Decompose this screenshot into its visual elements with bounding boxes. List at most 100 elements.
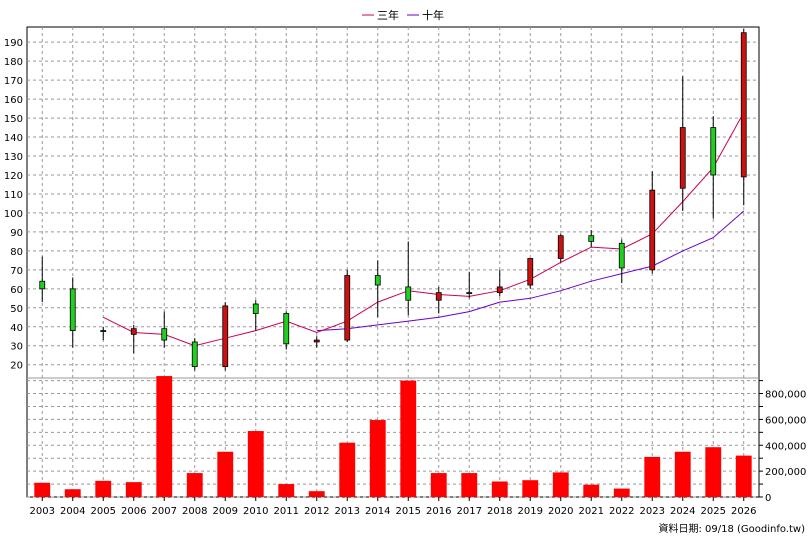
volume-bar <box>400 380 417 497</box>
year-tick-label: 2020 <box>548 506 573 517</box>
year-tick-label: 2003 <box>30 506 55 517</box>
price-tick-label: 80 <box>10 247 23 258</box>
year-tick-label: 2016 <box>426 506 451 517</box>
candle-body <box>374 275 381 286</box>
source-note: 資料日期: 09/18 (Goodinfo.tw) <box>658 522 805 535</box>
year-tick-label: 2008 <box>182 506 207 517</box>
volume-bar <box>34 482 51 497</box>
price-tick-label: 90 <box>10 228 23 239</box>
volume-bar <box>339 442 356 497</box>
plot-area: 20 30 40 50 60 70 80 90 100 110 120 130 140 150 160 170… <box>4 26 806 517</box>
year-tick-label: 2005 <box>91 506 116 517</box>
volume-bar <box>613 488 630 497</box>
price-tick-label: 50 <box>10 304 23 315</box>
candle-body <box>252 303 259 314</box>
volume-bar <box>247 431 264 497</box>
year-tick-label: 2006 <box>121 506 146 517</box>
year-tick-label: 2015 <box>396 506 421 517</box>
year-tick-label: 2024 <box>670 506 695 517</box>
volume-bar <box>735 455 752 497</box>
volume-bar <box>95 480 112 497</box>
year-tick-label: 2004 <box>60 506 85 517</box>
legend-ma10-label: 十年 <box>422 8 444 22</box>
ma3-line <box>103 112 745 347</box>
volume-tick-label: 800,000 <box>765 390 806 401</box>
price-tick-label: 140 <box>4 133 23 144</box>
year-tick-label: 2012 <box>304 506 329 517</box>
price-tick-label: 20 <box>10 361 23 372</box>
price-tick-label: 60 <box>10 285 23 296</box>
volume-bar <box>186 473 203 497</box>
candle-body <box>649 189 656 271</box>
volume-bar <box>64 489 81 497</box>
candle-body <box>39 280 46 290</box>
candle-body <box>679 127 686 189</box>
volume-tick-label: 600,000 <box>765 415 806 426</box>
year-tick-label: 2013 <box>335 506 360 517</box>
price-tick-label: 170 <box>4 76 23 87</box>
year-tick-label: 2019 <box>518 506 543 517</box>
candle-body <box>130 328 137 335</box>
price-tick-label: 100 <box>4 209 23 220</box>
candle-body <box>191 341 198 368</box>
price-tick-label: 110 <box>4 190 23 201</box>
price-tick-label: 190 <box>4 38 23 49</box>
volume-bar <box>156 376 173 497</box>
volume-tick-label: 200,000 <box>765 467 806 478</box>
year-tick-label: 2009 <box>213 506 238 517</box>
plot-frame <box>26 26 760 498</box>
volume-bar <box>705 447 722 497</box>
candle-body <box>710 127 717 176</box>
price-tick-label: 30 <box>10 342 23 353</box>
year-tick-label: 2021 <box>579 506 604 517</box>
candle-body <box>405 286 412 301</box>
chart-legend: 三年 十年 <box>362 8 444 22</box>
candle-body <box>344 275 351 341</box>
volume-bar <box>308 491 325 497</box>
candle-body <box>527 258 534 286</box>
volume-bar <box>125 482 142 497</box>
candle-body <box>557 235 564 259</box>
legend-ma3-label: 三年 <box>377 8 399 22</box>
ma10-line <box>316 210 745 332</box>
volume-bar <box>217 451 234 497</box>
year-tick-label: 2007 <box>152 506 177 517</box>
volume-bar <box>522 480 539 497</box>
candle-body <box>740 32 747 178</box>
volume-bar <box>461 473 478 497</box>
year-tick-label: 2025 <box>701 506 726 517</box>
candle-body <box>69 288 76 331</box>
candle-body <box>466 292 473 295</box>
volume-bar <box>583 484 600 497</box>
volume-bar <box>644 456 661 497</box>
price-tick-label: 120 <box>4 171 23 182</box>
price-tick-label: 40 <box>10 323 23 334</box>
volume-bar <box>674 451 691 497</box>
year-tick-label: 2023 <box>640 506 665 517</box>
candle-body <box>435 292 442 301</box>
year-tick-label: 2010 <box>243 506 268 517</box>
price-tick-label: 130 <box>4 152 23 163</box>
year-tick-label: 2011 <box>274 506 299 517</box>
year-tick-label: 2018 <box>487 506 512 517</box>
candle-body <box>313 339 320 343</box>
price-tick-label: 150 <box>4 114 23 125</box>
volume-bar <box>430 473 447 497</box>
volume-bar <box>369 420 386 497</box>
volume-bar <box>491 481 508 497</box>
volume-bar <box>552 472 569 497</box>
candle-body <box>283 313 290 345</box>
price-tick-label: 70 <box>10 266 23 277</box>
volume-tick-label: 400,000 <box>765 441 806 452</box>
candle-body <box>496 286 503 294</box>
candle-body <box>588 235 595 242</box>
year-tick-label: 2022 <box>609 506 634 517</box>
candle-body <box>161 328 168 341</box>
candle-body <box>618 242 625 269</box>
candle-body <box>222 305 229 368</box>
candle-body <box>100 330 107 332</box>
price-tick-label: 160 <box>4 95 23 106</box>
volume-tick-label: 0 <box>765 493 771 504</box>
year-tick-label: 2017 <box>457 506 482 517</box>
